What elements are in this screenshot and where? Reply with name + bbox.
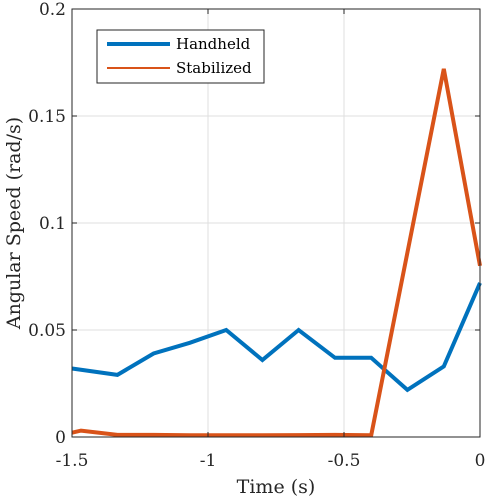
x-axis-label: Time (s) [237, 476, 316, 498]
y-axis-label: Angular Speed (rad/s) [3, 117, 25, 330]
x-tick-label: -0.5 [328, 451, 361, 471]
series-line-handheld [71, 282, 482, 393]
series-line-stabilized [71, 68, 482, 438]
legend-label-handheld: Handheld [176, 35, 251, 53]
legend-box [96, 29, 265, 84]
y-tick-label: 0.2 [39, 0, 66, 20]
y-tick-label: 0.15 [28, 107, 66, 127]
y-tick-label: 0 [55, 428, 66, 448]
y-tick-label: 0.1 [39, 214, 66, 234]
legend-label-stabilized: Stabilized [176, 59, 252, 77]
legend: Handheld Stabilized [96, 29, 265, 84]
series-lines [71, 68, 482, 438]
axis-ticks: -1.5 -1 -0.5 0 0 0.05 0.1 0.15 0.2 [28, 0, 485, 471]
x-tick-label: -1 [200, 451, 217, 471]
x-tick-label: 0 [475, 451, 486, 471]
x-tick-label: -1.5 [56, 451, 89, 471]
y-tick-label: 0.05 [28, 321, 66, 341]
